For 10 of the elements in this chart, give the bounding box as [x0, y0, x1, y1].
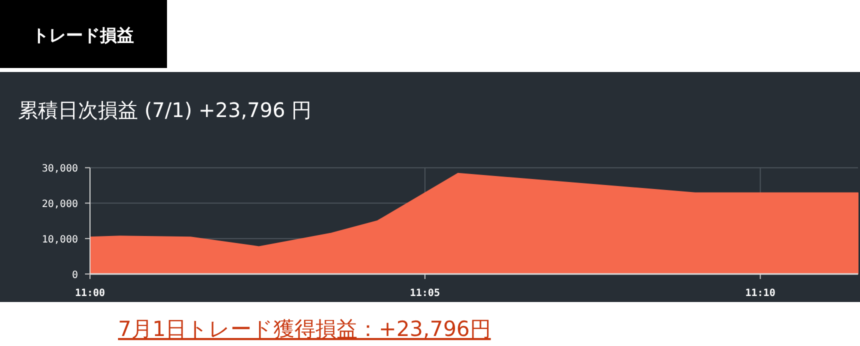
y-tick-label: 20,000: [42, 199, 78, 210]
chart-title: トレード損益: [32, 26, 134, 46]
x-tick-label: 11:05: [410, 288, 440, 299]
y-tick-label: 0: [72, 270, 78, 281]
y-tick-label: 10,000: [42, 234, 78, 246]
x-tick-label: 11:10: [745, 288, 776, 299]
text: 7月1日トレード獲得損益：+23,796円: [118, 317, 491, 341]
y-tick-label: 30,000: [42, 164, 78, 175]
x-tick-label: 11:00: [74, 288, 106, 299]
chart-subtitle: 累積日次損益 (7/1) +23,796 円: [18, 98, 312, 122]
